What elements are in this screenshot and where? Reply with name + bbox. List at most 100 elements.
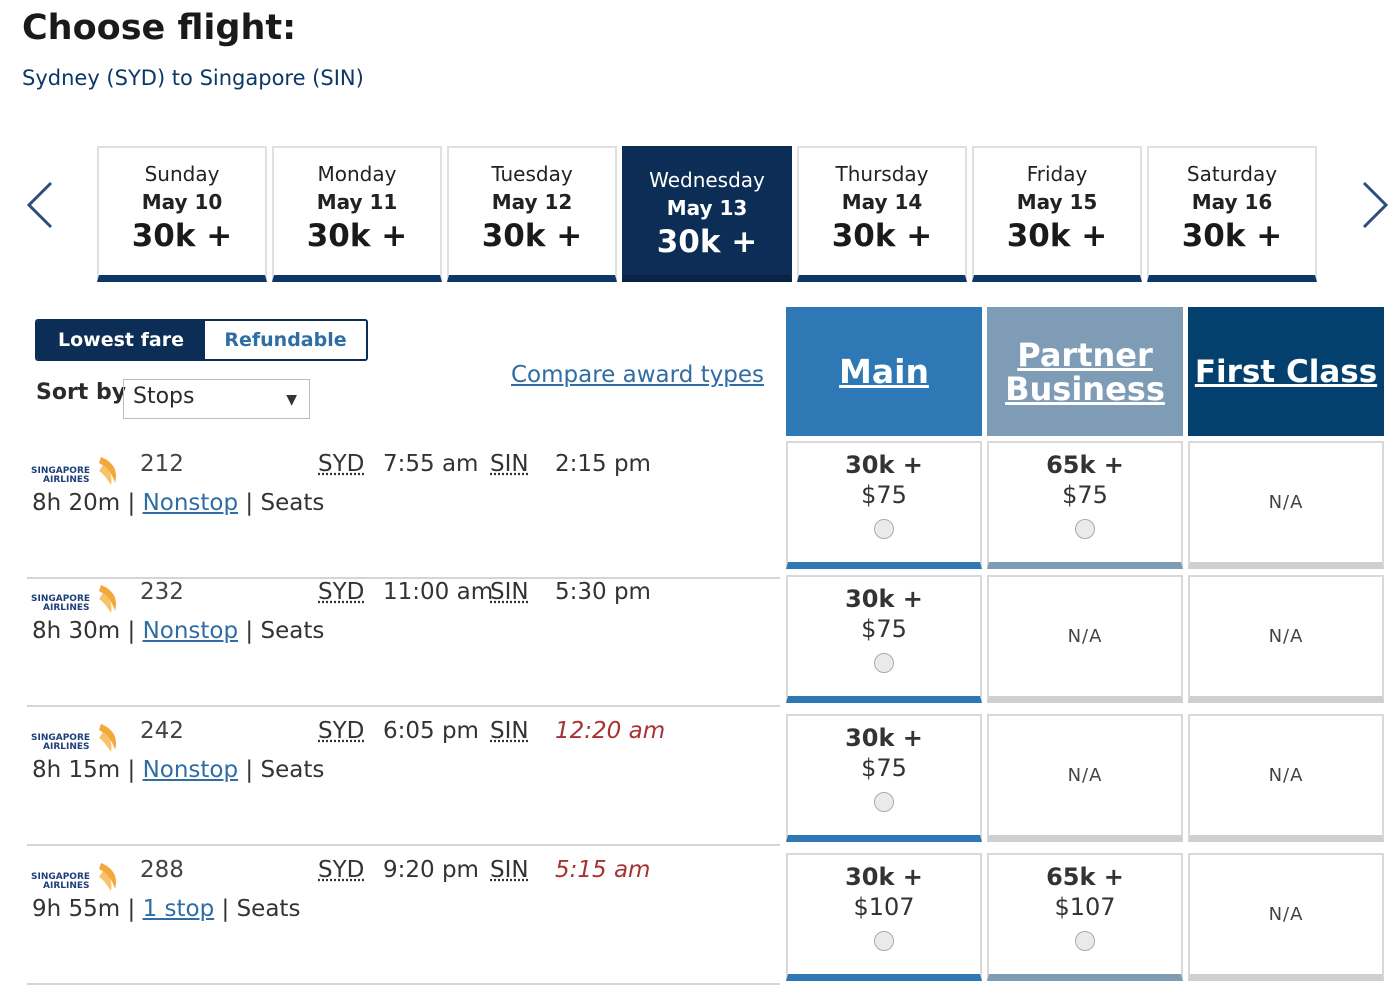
separator: | <box>238 490 261 516</box>
fare-cell-first: N/A <box>1188 575 1384 703</box>
seats-link[interactable]: Seats <box>260 757 325 783</box>
origin-airport[interactable]: SYD <box>318 579 365 605</box>
stops-link[interactable]: Nonstop <box>142 757 239 783</box>
sort-select[interactable]: Stops ▼ <box>123 379 310 419</box>
chevron-left-icon[interactable] <box>25 180 55 230</box>
date-tab-wednesday[interactable]: Wednesday May 13 30k + <box>622 146 792 282</box>
svg-text:SINGAPORE: SINGAPORE <box>31 733 90 743</box>
stops-link[interactable]: 1 stop <box>142 896 215 922</box>
fare-miles: 30k + <box>845 863 923 891</box>
stops-link[interactable]: Nonstop <box>142 618 239 644</box>
separator: | <box>238 618 261 644</box>
flight-details: 8h 20m | Nonstop | Seats <box>32 490 324 516</box>
chevron-right-icon[interactable] <box>1360 180 1390 230</box>
date-tab-day: Thursday <box>835 162 929 186</box>
arrival-time: 12:20 am <box>555 718 666 744</box>
flight-number: 242 <box>140 718 184 744</box>
date-tab-friday[interactable]: Friday May 15 30k + <box>972 146 1142 282</box>
flight-row: SINGAPORE AIRLINES 242 SYD 6:05 pm SIN 12:20 a… <box>27 708 780 846</box>
fare-radio-button[interactable] <box>874 653 894 673</box>
fare-miles: 65k + <box>1046 863 1124 891</box>
fare-cell-partner: N/A <box>987 575 1183 703</box>
fare-cell-first: N/A <box>1188 714 1384 842</box>
sort-label: Sort by <box>36 380 127 405</box>
destination-airport[interactable]: SIN <box>490 718 529 744</box>
not-available-label: N/A <box>1268 904 1304 925</box>
stops-link[interactable]: Nonstop <box>142 490 239 516</box>
date-tab-date: May 14 <box>841 190 923 214</box>
date-tab-day: Friday <box>1026 162 1088 186</box>
fare-radio-button[interactable] <box>874 792 894 812</box>
fare-type-toggle: Lowest fare Refundable <box>35 319 368 361</box>
fare-radio-button[interactable] <box>874 931 894 951</box>
dropdown-arrow-icon: ▼ <box>286 392 297 408</box>
fare-cell-main[interactable]: 30k + $75 <box>786 575 982 703</box>
fare-taxes: $75 <box>861 754 907 782</box>
flight-number: 288 <box>140 857 184 883</box>
column-header-first-class[interactable]: First Class <box>1188 307 1384 436</box>
date-tab-day: Tuesday <box>491 162 573 186</box>
svg-text:AIRLINES: AIRLINES <box>43 603 90 613</box>
not-available-label: N/A <box>1067 765 1103 786</box>
fare-cell-partner[interactable]: 65k + $75 <box>987 441 1183 569</box>
lowest-fare-button[interactable]: Lowest fare <box>37 321 205 359</box>
seats-link[interactable]: Seats <box>236 896 301 922</box>
separator: | <box>214 896 237 922</box>
date-tab-price: 30k + <box>831 218 933 254</box>
date-tab-saturday[interactable]: Saturday May 16 30k + <box>1147 146 1317 282</box>
fare-cell-main[interactable]: 30k + $75 <box>786 441 982 569</box>
fare-taxes: $75 <box>861 481 907 509</box>
flight-number: 232 <box>140 579 184 605</box>
arrival-time: 5:15 am <box>555 857 651 883</box>
separator: | <box>120 618 143 644</box>
svg-text:SINGAPORE: SINGAPORE <box>31 594 90 604</box>
departure-time: 11:00 am <box>383 579 494 605</box>
fare-cell-main[interactable]: 30k + $107 <box>786 853 982 981</box>
column-header-main[interactable]: Main <box>786 307 982 436</box>
flight-duration: 9h 55m <box>32 896 121 922</box>
flight-details: 8h 15m | Nonstop | Seats <box>32 757 324 783</box>
destination-airport[interactable]: SIN <box>490 857 529 883</box>
destination-airport[interactable]: SIN <box>490 451 529 477</box>
date-tab-day: Monday <box>317 162 397 186</box>
origin-airport[interactable]: SYD <box>318 451 365 477</box>
fare-miles: 30k + <box>845 724 923 752</box>
singapore-airlines-logo: SINGAPORE AIRLINES <box>29 453 129 489</box>
flight-details: 8h 30m | Nonstop | Seats <box>32 618 324 644</box>
origin-airport[interactable]: SYD <box>318 857 365 883</box>
seats-link[interactable]: Seats <box>260 490 325 516</box>
compare-award-types-link[interactable]: Compare award types <box>511 362 764 388</box>
seats-link[interactable]: Seats <box>260 618 325 644</box>
fare-radio-button[interactable] <box>1075 931 1095 951</box>
not-available-label: N/A <box>1067 626 1103 647</box>
date-tab-day: Saturday <box>1186 162 1278 186</box>
date-tab-price: 30k + <box>306 218 408 254</box>
flight-number: 212 <box>140 451 184 477</box>
separator: | <box>238 757 261 783</box>
fare-taxes: $107 <box>853 893 915 921</box>
svg-text:AIRLINES: AIRLINES <box>43 881 90 891</box>
not-available-label: N/A <box>1268 492 1304 513</box>
column-header-partner-business[interactable]: Partner Business <box>987 307 1183 436</box>
singapore-airlines-logo: SINGAPORE AIRLINES <box>29 720 129 756</box>
date-tab-monday[interactable]: Monday May 11 30k + <box>272 146 442 282</box>
arrival-time: 2:15 pm <box>555 451 651 477</box>
flight-row: SINGAPORE AIRLINES 232 SYD 11:00 am SIN 5:30 p… <box>27 569 780 707</box>
refundable-button[interactable]: Refundable <box>205 321 366 359</box>
fare-cell-partner[interactable]: 65k + $107 <box>987 853 1183 981</box>
fare-cell-main[interactable]: 30k + $75 <box>786 714 982 842</box>
destination-airport[interactable]: SIN <box>490 579 529 605</box>
fare-taxes: $75 <box>861 615 907 643</box>
fare-radio-button[interactable] <box>874 519 894 539</box>
fare-radio-button[interactable] <box>1075 519 1095 539</box>
origin-airport[interactable]: SYD <box>318 718 365 744</box>
date-tab-thursday[interactable]: Thursday May 14 30k + <box>797 146 967 282</box>
departure-time: 6:05 pm <box>383 718 479 744</box>
date-tab-sunday[interactable]: Sunday May 10 30k + <box>97 146 267 282</box>
date-tab-price: 30k + <box>1181 218 1283 254</box>
fare-miles: 65k + <box>1046 451 1124 479</box>
departure-time: 7:55 am <box>383 451 479 477</box>
date-tab-tuesday[interactable]: Tuesday May 12 30k + <box>447 146 617 282</box>
date-tab-date: May 10 <box>141 190 223 214</box>
separator: | <box>120 757 143 783</box>
